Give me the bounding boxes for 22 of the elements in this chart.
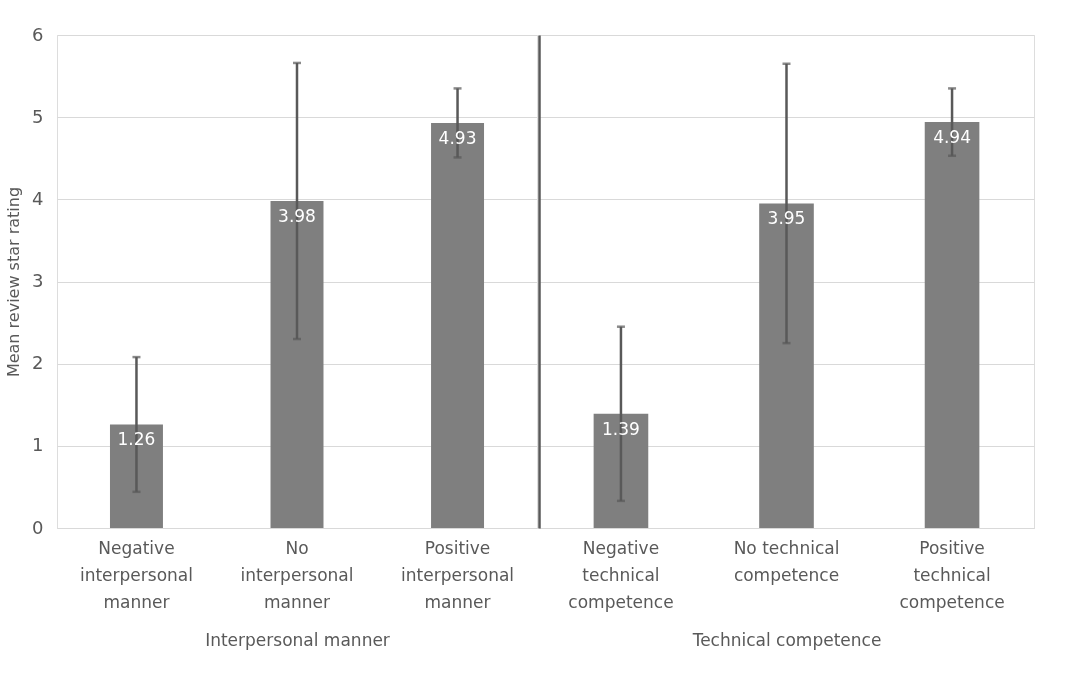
x-tick-label: Negative interpersonal manner <box>79 537 193 612</box>
y-tick-label: 3 <box>32 270 44 291</box>
x-axis-title: Interpersonal manner <box>205 629 390 650</box>
y-tick-label: 0 <box>32 516 44 538</box>
y-axis-title: Mean review star rating <box>4 186 24 378</box>
data-label: 3.98 <box>278 205 316 226</box>
x-tick-label: Negative technical competence <box>568 537 674 612</box>
y-tick-label: 4 <box>32 187 44 209</box>
data-label: 3.95 <box>767 208 806 229</box>
y-tick-label: 5 <box>32 105 44 127</box>
data-label: 4.93 <box>438 127 477 148</box>
data-label: 4.94 <box>933 127 971 148</box>
data-label: 1.39 <box>602 418 640 439</box>
x-axis-title: Technical competence <box>691 629 882 650</box>
y-tick-label: 6 <box>32 23 44 45</box>
x-tick-label: Positive technical competence <box>899 537 1005 612</box>
x-tick-label: No technical competence <box>733 537 840 585</box>
data-label: 1.26 <box>117 429 156 450</box>
y-tick-label: 1 <box>32 434 44 456</box>
x-tick-label: Positive interpersonal manner <box>401 537 515 612</box>
y-tick-label: 2 <box>32 352 44 374</box>
x-tick-label: No interpersonal manner <box>240 537 354 612</box>
